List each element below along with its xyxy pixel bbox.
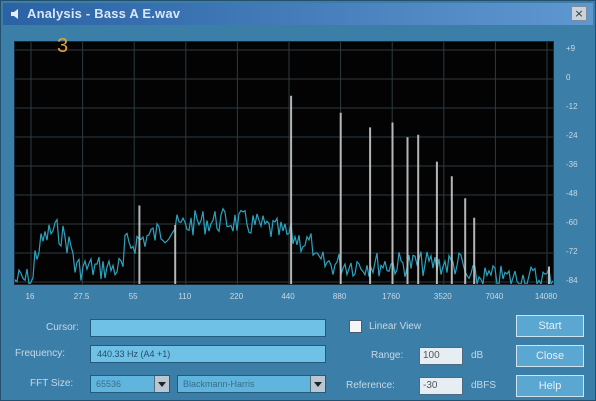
x-tick-label: 27.5 xyxy=(73,292,90,301)
x-tick-label: 220 xyxy=(229,292,244,301)
fft-size-select[interactable]: 65536 xyxy=(90,375,170,393)
chevron-down-icon[interactable] xyxy=(310,376,325,392)
x-tick-label: 110 xyxy=(178,292,192,301)
close-button[interactable]: Close xyxy=(516,345,584,367)
x-tick-label: 55 xyxy=(128,292,138,301)
y-tick-label: 0 xyxy=(566,73,571,82)
help-button[interactable]: Help xyxy=(516,375,584,397)
marker-number: 3 xyxy=(57,35,69,57)
y-tick-label: +9 xyxy=(566,44,576,53)
y-tick-label: -72 xyxy=(566,247,578,256)
linear-view-label: Linear View xyxy=(369,321,422,332)
spectrum-plot[interactable] xyxy=(14,41,554,285)
x-tick-label: 16 xyxy=(25,292,35,301)
title-bar[interactable]: Analysis - Bass A E.wav × xyxy=(3,3,593,25)
close-window-button[interactable]: × xyxy=(571,6,587,21)
y-tick-label: -84 xyxy=(566,276,578,285)
range-unit: dB xyxy=(471,350,484,361)
x-tick-label: 880 xyxy=(332,292,347,301)
chevron-down-icon[interactable] xyxy=(154,376,169,392)
cursor-field xyxy=(90,319,326,337)
y-tick-label: -12 xyxy=(566,102,578,111)
cursor-label: Cursor: xyxy=(46,322,79,333)
x-tick-label: 440 xyxy=(281,292,295,301)
x-tick-label: 3520 xyxy=(433,292,452,301)
y-tick-label: -48 xyxy=(566,189,578,198)
frequency-field: 440.33 Hz (A4 +1) xyxy=(90,345,326,363)
y-tick-label: -60 xyxy=(566,218,578,227)
fft-size-value: 65536 xyxy=(96,379,122,389)
reference-input[interactable]: -30 xyxy=(419,377,463,395)
y-tick-label: -36 xyxy=(566,160,578,169)
window-function-select[interactable]: Blackmann-Harris xyxy=(177,375,326,393)
speaker-icon xyxy=(11,9,18,19)
start-button[interactable]: Start xyxy=(516,315,584,337)
x-tick-label: 1760 xyxy=(382,292,401,301)
x-tick-label: 7040 xyxy=(485,292,504,301)
window-function-value: Blackmann-Harris xyxy=(183,379,255,389)
fft-size-label: FFT Size: xyxy=(30,378,74,389)
x-tick-label: 14080 xyxy=(534,292,558,301)
reference-unit: dBFS xyxy=(471,380,497,391)
reference-label: Reference: xyxy=(346,380,395,391)
window-title: Analysis - Bass A E.wav xyxy=(27,6,181,21)
linear-view-checkbox[interactable] xyxy=(349,320,362,333)
plot-background xyxy=(15,42,553,284)
y-tick-label: -24 xyxy=(566,131,578,140)
spectrum-svg xyxy=(15,42,553,284)
range-label: Range: xyxy=(371,350,404,361)
frequency-label: Frequency: xyxy=(15,348,66,359)
range-input[interactable]: 100 xyxy=(419,347,463,365)
